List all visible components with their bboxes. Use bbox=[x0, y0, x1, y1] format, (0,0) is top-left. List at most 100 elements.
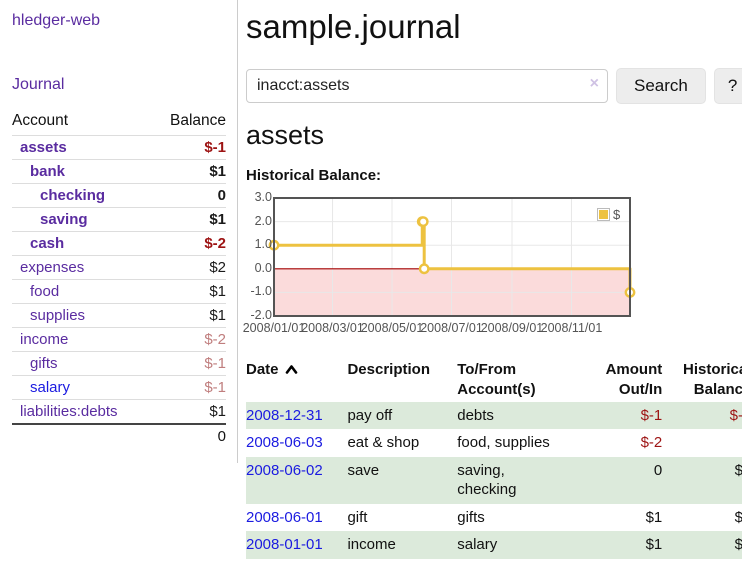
app-title: hledger-web bbox=[12, 12, 225, 30]
amount-column-header: Amount Out/In bbox=[605, 361, 663, 398]
account-name-cell: expenses bbox=[12, 256, 152, 280]
register-table: Date Description To/From Account(s) Amou… bbox=[246, 358, 742, 559]
accounts-total-value: 0 bbox=[217, 428, 226, 445]
account-balance: $1 bbox=[209, 307, 226, 324]
account-name-cell: salary bbox=[12, 376, 152, 400]
account-link-saving[interactable]: saving bbox=[40, 211, 88, 228]
account-row: expenses $2 bbox=[12, 256, 226, 280]
date-column-header[interactable]: Date bbox=[246, 358, 347, 402]
transaction-description: save bbox=[347, 461, 380, 479]
transaction-date-link[interactable]: 2008-12-31 bbox=[246, 406, 323, 424]
transaction-date-link[interactable]: 2008-06-03 bbox=[246, 434, 323, 452]
account-link-bank[interactable]: bank bbox=[30, 163, 66, 180]
account-link-expenses[interactable]: expenses bbox=[20, 259, 85, 276]
account-row: assets $-1 bbox=[12, 136, 226, 160]
data-point-marker[interactable] bbox=[417, 216, 429, 228]
transaction-date-cell: 2008-06-01 bbox=[246, 504, 347, 532]
account-name-cell: checking bbox=[12, 184, 152, 208]
account-name-cell: income bbox=[12, 328, 152, 352]
account-link-supplies[interactable]: supplies bbox=[30, 307, 86, 324]
x-axis-tick-label: 2008/07/01 bbox=[420, 321, 483, 335]
x-axis-tick-label: 2008/09/01 bbox=[480, 321, 544, 335]
transaction-row: 2008-06-01 gift gifts $1 $2 bbox=[246, 504, 742, 532]
transaction-balance: $2 bbox=[734, 461, 742, 479]
account-link-cash[interactable]: cash bbox=[30, 235, 65, 252]
sidebar: hledger-web Journal Account Balance asse… bbox=[0, 0, 238, 463]
transaction-description: income bbox=[347, 536, 396, 554]
account-name-cell: bank bbox=[12, 160, 152, 184]
search-input[interactable] bbox=[246, 69, 608, 103]
x-axis-tick-label: 2008/05/01 bbox=[360, 321, 424, 335]
y-axis-tick-label: 0.0 bbox=[254, 260, 272, 275]
x-axis-tick-label: 2008/11/01 bbox=[540, 321, 603, 335]
account-name-cell: supplies bbox=[12, 304, 152, 328]
account-link-gifts[interactable]: gifts bbox=[30, 355, 58, 372]
clear-search-icon[interactable]: × bbox=[589, 75, 599, 92]
transaction-amount: $1 bbox=[645, 536, 663, 554]
main-content: sample.journal × Search ? assets Histori… bbox=[238, 0, 742, 582]
account-row: liabilities:debts $1 bbox=[12, 400, 226, 425]
search-button[interactable]: Search bbox=[616, 68, 706, 104]
chart-legend: $ bbox=[597, 207, 620, 222]
transaction-date-link[interactable]: 2008-06-01 bbox=[246, 508, 323, 526]
accounts-table: Account Balance assets $-1 bank $1 checking 0… bbox=[12, 110, 226, 448]
transaction-date-link[interactable]: 2008-01-01 bbox=[246, 536, 323, 554]
account-link-liabilities-debts[interactable]: liabilities:debts bbox=[20, 403, 118, 420]
register-body: 2008-12-31 pay off debts $-1 $-1 2008-06-03 ea… bbox=[246, 401, 742, 559]
transaction-date-link[interactable]: 2008-06-02 bbox=[246, 461, 323, 479]
legend-swatch-icon bbox=[597, 208, 610, 221]
transaction-row: 2008-06-03 eat & shop food, supplies $-20 bbox=[246, 429, 742, 457]
transaction-description: eat & shop bbox=[347, 434, 420, 452]
chart-plot bbox=[268, 197, 636, 317]
account-balance: $-1 bbox=[204, 139, 226, 156]
account-link-food[interactable]: food bbox=[30, 283, 60, 300]
account-row: saving $1 bbox=[12, 208, 226, 232]
account-link-assets[interactable]: assets bbox=[20, 139, 67, 156]
help-button[interactable]: ? bbox=[713, 68, 742, 104]
transaction-row: 2008-06-02 save saving, checking 0 $2 bbox=[246, 456, 742, 504]
account-name-cell: saving bbox=[12, 208, 152, 232]
transaction-date-cell: 2008-12-31 bbox=[246, 402, 347, 430]
account-row: gifts $-1 bbox=[12, 352, 226, 376]
journal-nav-link[interactable]: Journal bbox=[12, 76, 65, 93]
account-balance: $2 bbox=[209, 259, 226, 276]
account-link-checking[interactable]: checking bbox=[40, 187, 106, 204]
transaction-balance: $2 bbox=[734, 508, 742, 526]
data-point-marker[interactable] bbox=[418, 263, 430, 275]
accounts-body: assets $-1 bank $1 checking 0 saving $1 cash $-2 e… bbox=[12, 136, 226, 425]
accounts-total-row: 0 bbox=[12, 424, 226, 448]
account-balance: $-2 bbox=[204, 235, 226, 252]
plot-border bbox=[273, 197, 631, 317]
balance-column-header: Historical Balance bbox=[682, 361, 742, 398]
historical-balance-chart: 3.0 2.0 1.0 0.0 -1.0 -2.0 2008/01/01 2008/03/01… bbox=[243, 190, 708, 342]
account-name-cell: gifts bbox=[12, 352, 152, 376]
sidebar-nav: Journal bbox=[12, 76, 225, 94]
account-heading: assets bbox=[246, 120, 325, 150]
account-name-cell: assets bbox=[12, 136, 152, 160]
account-link-salary[interactable]: salary bbox=[30, 379, 71, 396]
transaction-amount: 0 bbox=[653, 461, 663, 479]
transaction-balance: $1 bbox=[734, 536, 742, 554]
transaction-balance: $-1 bbox=[729, 406, 742, 424]
accounts-header-account: Account bbox=[12, 112, 69, 129]
account-balance: $1 bbox=[209, 163, 226, 180]
account-name-cell: liabilities:debts bbox=[12, 400, 152, 425]
app-title-link[interactable]: hledger-web bbox=[12, 12, 101, 29]
x-axis-tick-label: 2008/03/01 bbox=[301, 321, 364, 335]
accounts-total-spacer bbox=[12, 424, 152, 448]
account-row: cash $-2 bbox=[12, 232, 226, 256]
transaction-row: 2008-12-31 pay off debts $-1 $-1 bbox=[246, 401, 742, 430]
transaction-balance: 0 bbox=[662, 429, 742, 457]
account-name-cell: cash bbox=[12, 232, 152, 256]
y-axis-tick-label: 2.0 bbox=[254, 213, 272, 228]
transaction-amount: $1 bbox=[645, 508, 663, 526]
account-link-income[interactable]: income bbox=[20, 331, 69, 348]
transaction-accounts: gifts bbox=[457, 508, 485, 526]
account-balance: $-1 bbox=[204, 379, 226, 396]
sort-ascending-icon bbox=[285, 365, 297, 374]
accounts-header-balance: Balance bbox=[169, 112, 226, 129]
account-row: salary $-1 bbox=[12, 376, 226, 400]
search-box: × bbox=[246, 69, 608, 103]
account-balance: 0 bbox=[217, 187, 226, 204]
